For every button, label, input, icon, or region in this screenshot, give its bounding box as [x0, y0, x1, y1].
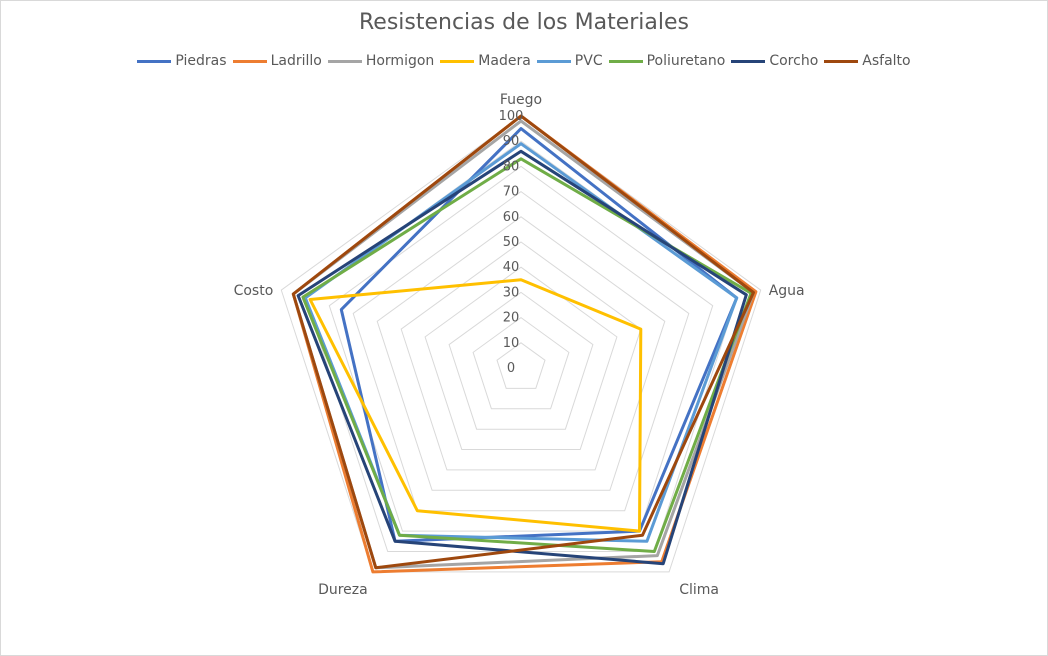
legend-item-asfalto: Asfalto [824, 53, 911, 69]
legend-swatch [232, 59, 267, 63]
tick-label-10: 10 [503, 336, 520, 351]
gridline-100 [280, 115, 762, 573]
legend-swatch [824, 59, 859, 63]
series-line-corcho [296, 149, 748, 566]
tick-label-70: 70 [503, 185, 520, 200]
chart-title: Resistencias de los Materiales [358, 10, 689, 35]
legend-label: PVC [574, 53, 603, 69]
legend-swatch [608, 59, 643, 63]
legend-label: Piedras [175, 53, 227, 69]
series-line-poliuretano [301, 157, 753, 553]
legend-item-madera: Madera [440, 53, 531, 69]
tick-label-20: 20 [503, 311, 520, 326]
legend-swatch [440, 59, 475, 63]
legend-swatch [137, 59, 172, 63]
gridline-10 [496, 342, 546, 389]
legend-label: Asfalto [862, 53, 911, 69]
series-line-piedras [339, 127, 739, 543]
legend-item-ladrillo: Ladrillo [232, 53, 322, 69]
tick-label-90: 90 [503, 134, 520, 149]
radial-tick-labels: 0 10 20 30 40 50 60 70 80 90 100 [499, 109, 524, 376]
legend-item-poliuretano: Poliuretano [608, 53, 726, 69]
axis-label-fuego: Fuego [500, 92, 542, 108]
gridline-60 [376, 216, 666, 491]
tick-label-50: 50 [503, 235, 520, 250]
legend-label: Hormigon [365, 53, 435, 69]
gridline-50 [400, 241, 642, 471]
legend-swatch [327, 59, 362, 63]
legend-item-piedras: Piedras [137, 53, 227, 69]
legend-label: Corcho [769, 53, 819, 69]
legend-item-pvc: PVC [536, 53, 603, 69]
legend-item-corcho: Corcho [731, 53, 818, 69]
legend: Piedras Ladrillo Hormigon Madera PVC Poliuret… [0, 53, 1048, 69]
axis-label-costo: Costo [234, 283, 274, 299]
tick-label-30: 30 [503, 285, 520, 300]
legend-label: Madera [478, 53, 531, 69]
gridline-80 [328, 165, 714, 532]
axis-label-clima: Clima [679, 582, 719, 598]
axis-label-agua: Agua [769, 283, 805, 299]
tick-label-0: 0 [507, 361, 515, 376]
legend-label: Ladrillo [270, 53, 322, 69]
legend-item-hormigon: Hormigon [327, 53, 435, 69]
legend-label: Poliuretano [646, 53, 726, 69]
legend-swatch [536, 59, 571, 63]
legend-swatch [731, 59, 766, 63]
axis-labels: Fuego Agua Clima Dureza Costo [234, 92, 805, 598]
gridline-30 [448, 291, 594, 430]
tick-label-40: 40 [503, 260, 520, 275]
tick-label-80: 80 [503, 159, 520, 174]
tick-label-60: 60 [503, 210, 520, 225]
radar-series [291, 114, 758, 574]
series-line-asfalto [291, 114, 755, 570]
axis-label-dureza: Dureza [318, 582, 368, 598]
tick-label-100: 100 [499, 109, 524, 124]
gridline-20 [472, 316, 570, 410]
series-line-madera [308, 278, 643, 533]
gridline-40 [424, 266, 618, 450]
